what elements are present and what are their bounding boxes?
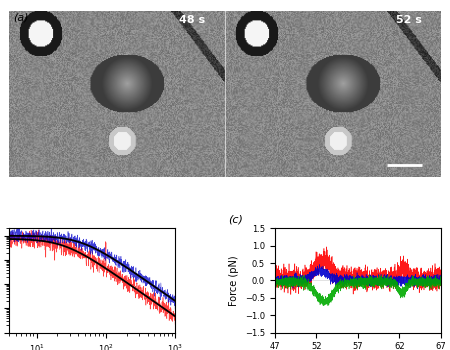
Text: 52 s: 52 s: [396, 15, 422, 26]
Text: 48 s: 48 s: [180, 15, 206, 26]
Text: (a): (a): [14, 12, 29, 22]
Y-axis label: Force (pN): Force (pN): [230, 255, 239, 306]
Text: (c): (c): [228, 214, 243, 224]
